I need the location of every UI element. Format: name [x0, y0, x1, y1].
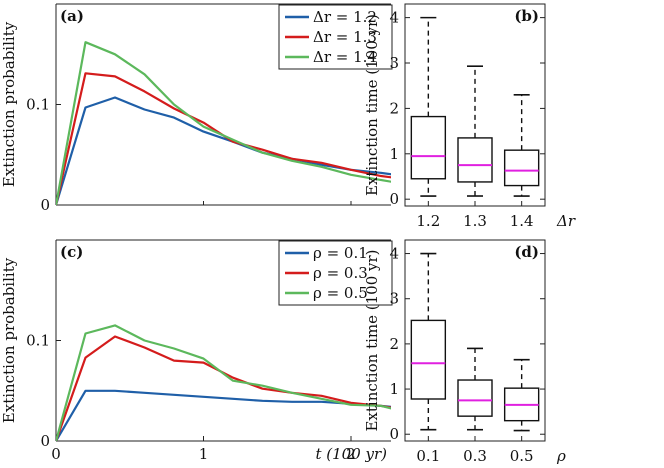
panel-d: 0 1 2 3 4 0.1 0.3 0.5 Extinction time (100 yr) ρ (… — [363, 239, 566, 465]
y-tick-label: 0.1 — [26, 96, 50, 114]
y-tick-label: 0 — [40, 432, 50, 450]
y-tick-label: 1 — [389, 145, 399, 163]
series-group — [56, 41, 391, 205]
legend-entry: Δr = 1.3 — [313, 28, 377, 46]
y-tick-label: 2 — [389, 99, 399, 117]
y-tick-label: 0 — [389, 425, 399, 443]
series-line-2 — [56, 72, 391, 205]
y-tick-label: 1 — [389, 380, 399, 398]
iqr-box — [503, 149, 540, 187]
y-axis-label: Extinction time (100 yr) — [363, 14, 381, 196]
panel-label: (a) — [60, 7, 84, 25]
box-3 — [503, 93, 540, 197]
y-tick-label: 0.1 — [26, 332, 50, 350]
legend-entry: ρ = 0.5 — [313, 284, 368, 302]
y-tick-label: 0 — [40, 196, 50, 214]
x-tick-label: 0 — [51, 445, 61, 463]
legend: Δr = 1.2 Δr = 1.3 Δr = 1.4 — [278, 4, 393, 70]
x-tick-label: 1.2 — [416, 212, 440, 230]
iqr-box — [457, 379, 493, 417]
x-tick-label: 1.3 — [463, 212, 487, 230]
legend-box — [278, 4, 393, 70]
series-line-2 — [56, 335, 391, 441]
series-group — [56, 324, 391, 441]
panel-b: 0 1 2 3 4 1.2 1.3 1.4 Extinction time (100 yr) Δr… — [363, 3, 576, 230]
x-axis-label: Δr — [556, 212, 576, 230]
iqr-box — [410, 115, 447, 180]
panel-label: (b) — [514, 7, 539, 25]
box-2 — [457, 347, 493, 431]
panel-label: (d) — [514, 243, 539, 261]
iqr-box — [457, 137, 493, 183]
x-tick-label: 2 — [346, 445, 356, 463]
box-1 — [410, 252, 447, 431]
y-axis-label: Extinction probability — [0, 257, 18, 423]
box-3 — [503, 358, 540, 432]
x-tick-label: 0.3 — [463, 447, 487, 465]
x-tick-label: 0.5 — [510, 447, 534, 465]
iqr-box — [410, 319, 447, 400]
x-axis-label: t (100 yr) — [315, 445, 387, 463]
legend-entry: Δr = 1.2 — [313, 8, 377, 26]
legend-entry: ρ = 0.1 — [313, 244, 368, 262]
series-line-1 — [56, 389, 391, 441]
y-tick-label: 0 — [389, 190, 399, 208]
y-tick-label: 4 — [389, 9, 399, 27]
legend: ρ = 0.1 ρ = 0.3 ρ = 0.5 — [278, 240, 393, 306]
y-tick-label: 4 — [389, 245, 399, 263]
panel-c: 0 0.1 0 1 2 Extinction probability t (100 yr) ρ… — [0, 239, 393, 463]
legend-entry: ρ = 0.3 — [313, 264, 368, 282]
x-axis-label: ρ — [556, 447, 566, 465]
y-tick-label: 3 — [389, 54, 399, 72]
x-tick-label: 1 — [199, 445, 209, 463]
x-tick-label: 0.1 — [416, 447, 440, 465]
series-line-3 — [56, 324, 391, 441]
legend-entry: Δr = 1.4 — [313, 48, 377, 66]
y-tick-label: 3 — [389, 290, 399, 308]
box-1 — [410, 16, 447, 197]
box-2 — [457, 65, 493, 197]
panel-label: (c) — [60, 243, 83, 261]
y-axis-label: Extinction probability — [0, 21, 18, 187]
series-line-1 — [56, 96, 391, 205]
y-axis-label: Extinction time (100 yr) — [363, 249, 381, 431]
series-line-3 — [56, 41, 391, 205]
x-tick-label: 1.4 — [510, 212, 534, 230]
y-tick-label: 2 — [389, 335, 399, 353]
